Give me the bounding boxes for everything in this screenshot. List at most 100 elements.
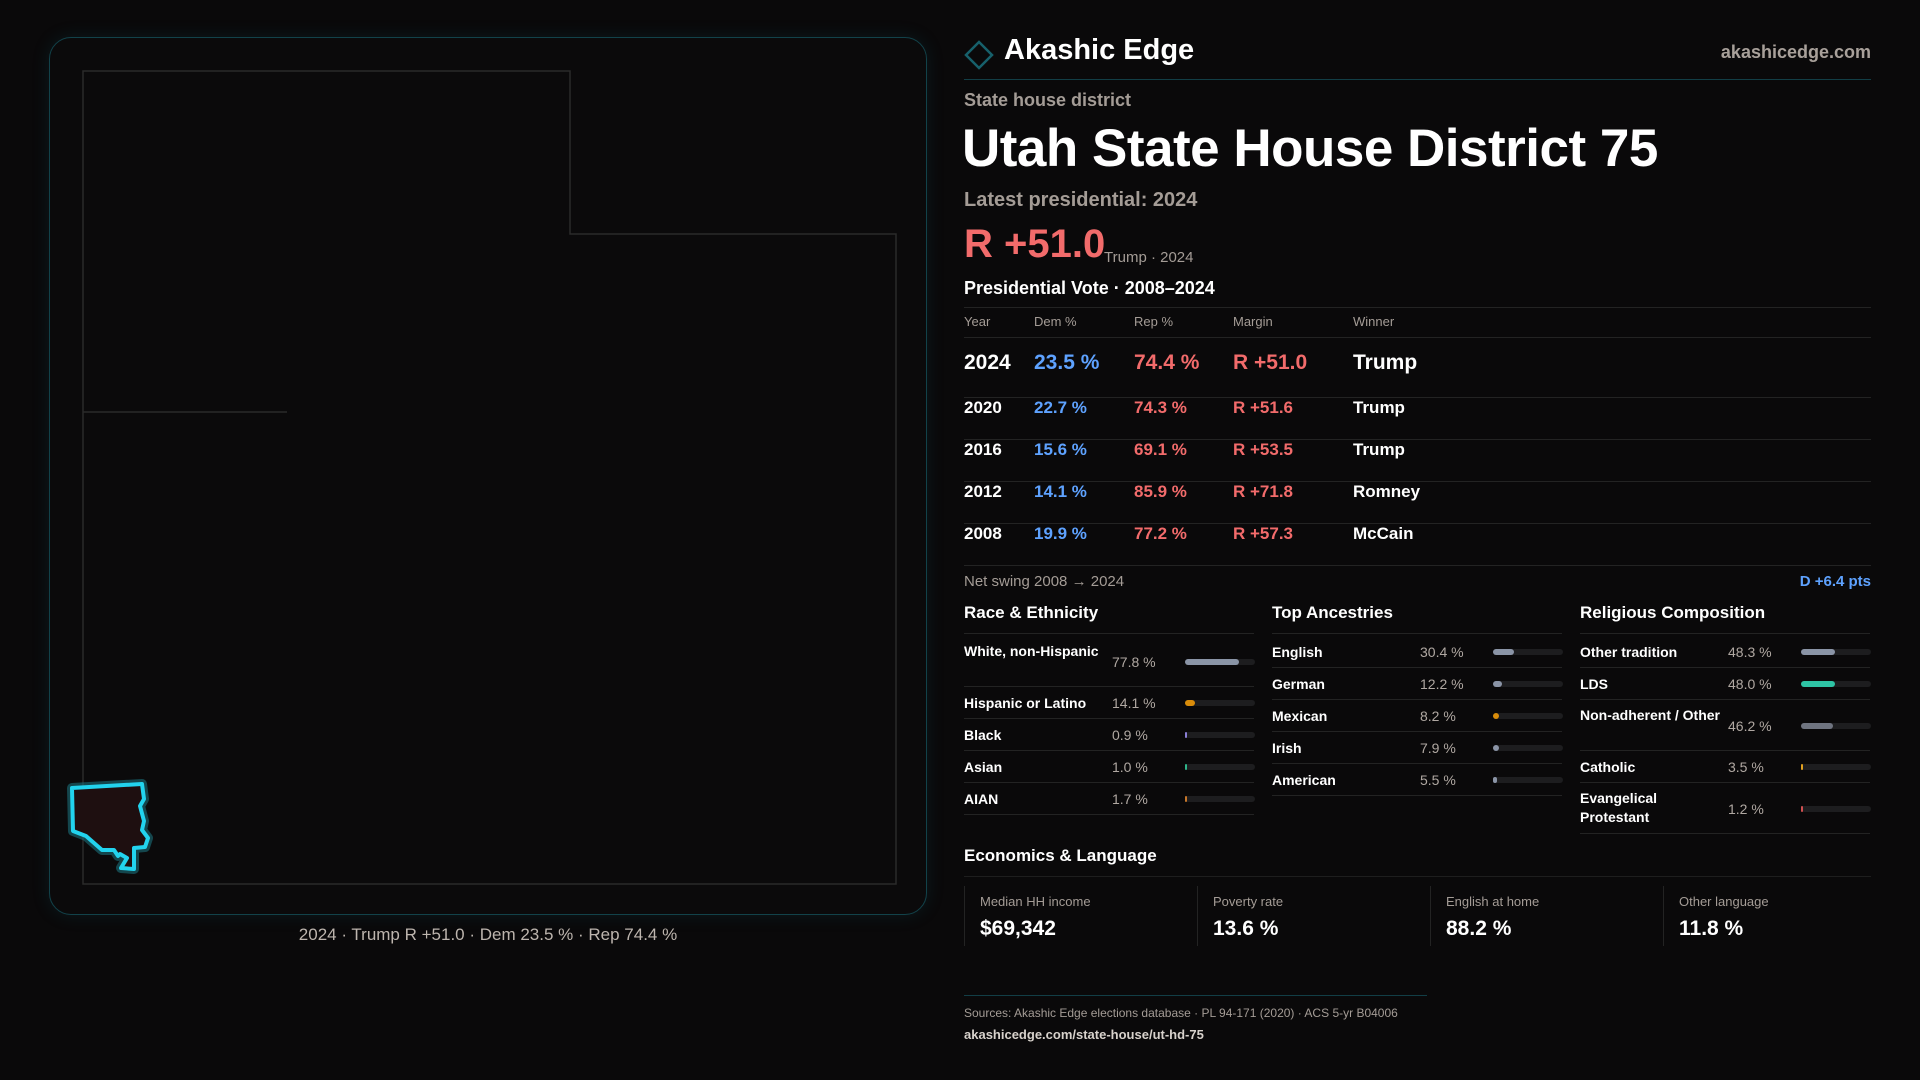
bar-track: [1801, 681, 1871, 687]
column-header: Winner: [1353, 314, 1395, 329]
dem-pct: 22.7 %: [1034, 398, 1087, 417]
year: 2024: [964, 351, 1011, 374]
map-caption: 2024 · Trump R +51.0 · Dem 23.5 % · Rep …: [298, 925, 678, 944]
column-header: Margin: [1233, 314, 1273, 329]
column-header: Dem %: [1034, 314, 1077, 329]
row-label: Hispanic or Latino: [964, 695, 1087, 711]
row-percent: 30.4 %: [1420, 644, 1464, 660]
ancestry-row: English 30.4 %: [1272, 636, 1563, 668]
page-url[interactable]: akashicedge.com/state-house/ut-hd-75: [964, 1027, 1204, 1042]
row-percent: 48.3 %: [1728, 644, 1772, 660]
table-header: Year Dem % Rep % Margin Winner: [964, 314, 1871, 338]
row-label: Other tradition: [1580, 644, 1678, 660]
stat-card: Poverty rate 13.6 %: [1197, 886, 1427, 946]
bar-track: [1801, 649, 1871, 655]
site-link[interactable]: akashicedge.com: [1720, 42, 1871, 62]
stat-label: English at home: [1446, 894, 1540, 909]
margin: R +71.8: [1233, 482, 1294, 501]
bar-fill: [1493, 745, 1499, 751]
religion-row: Catholic 3.5 %: [1580, 751, 1871, 783]
table-row[interactable]: 2020 22.7 % 74.3 % R +51.6 Trump: [964, 398, 1871, 440]
dem-pct: 15.6 %: [1034, 440, 1087, 459]
religion-row: LDS 48.0 %: [1580, 668, 1871, 700]
dem-pct: 19.9 %: [1034, 524, 1087, 543]
margin: R +57.3: [1233, 524, 1294, 543]
row-label: Black: [964, 727, 1002, 743]
year: 2012: [964, 482, 1002, 501]
bar-fill: [1801, 649, 1835, 655]
table-row[interactable]: 2012 14.1 % 85.9 % R +71.8 Romney: [964, 482, 1871, 524]
ancestry-title: Top Ancestries: [1272, 603, 1562, 634]
row-label: Catholic: [1580, 759, 1636, 775]
bar-fill: [1185, 732, 1187, 738]
page-title: Utah State House District 75: [962, 119, 1658, 178]
row-percent: 14.1 %: [1112, 695, 1156, 711]
brand-header: Akashic Edge akashicedge.com: [964, 30, 1871, 80]
brand-name: Akashic Edge: [1004, 34, 1195, 66]
row-label: English: [1272, 644, 1323, 660]
sources: Sources: Akashic Edge elections database…: [964, 1006, 1398, 1020]
bar-track: [1493, 649, 1563, 655]
winner: Romney: [1353, 482, 1421, 501]
row-label: Mexican: [1272, 708, 1328, 724]
row-label: White, non-Hispanic: [964, 643, 1099, 659]
stat-value: 13.6 %: [1213, 917, 1279, 940]
row-percent: 1.2 %: [1728, 800, 1764, 817]
row-label: German: [1272, 676, 1325, 692]
religion-title: Religious Composition: [1580, 603, 1870, 634]
ancestry-row: Irish 7.9 %: [1272, 732, 1563, 764]
bar-fill: [1801, 722, 1834, 729]
district-kind: State house district: [964, 90, 1132, 110]
bar-track: [1185, 764, 1255, 770]
table-row[interactable]: 2016 15.6 % 69.1 % R +53.5 Trump: [964, 440, 1871, 482]
table-row[interactable]: 2024 23.5 % 74.4 % R +51.0 Trump: [964, 348, 1871, 398]
bar-track: [1185, 658, 1255, 665]
bar-fill: [1493, 713, 1499, 719]
bar-track: [1801, 764, 1871, 770]
stat-value: $69,342: [980, 917, 1056, 940]
row-percent: 8.2 %: [1420, 708, 1456, 724]
bar-track: [1185, 796, 1255, 802]
diamond-icon: [964, 40, 994, 70]
winner: Trump: [1353, 351, 1418, 374]
margin: R +51.6: [1233, 398, 1294, 417]
column-header: Rep %: [1134, 314, 1174, 329]
dem-pct: 14.1 %: [1034, 482, 1087, 501]
margin: R +51.0: [1233, 351, 1308, 374]
district-map[interactable]: [50, 38, 928, 916]
row-percent: 1.0 %: [1112, 759, 1148, 775]
stat-card: English at home 88.2 %: [1430, 886, 1660, 946]
religion-row: Non-adherent / Other 46.2 %: [1580, 700, 1871, 751]
row-label: American: [1272, 772, 1336, 788]
margin: R +53.5: [1233, 440, 1294, 459]
vote-title: Presidential Vote · 2008–2024: [964, 278, 1871, 308]
ancestry-row: American 5.5 %: [1272, 764, 1563, 796]
bar-fill: [1185, 700, 1195, 706]
latest-margin: R +51.0: [964, 222, 1106, 266]
row-percent: 5.5 %: [1420, 772, 1456, 788]
race-row: White, non-Hispanic 77.8 %: [964, 636, 1255, 687]
district-shape[interactable]: [70, 782, 150, 871]
row-percent: 12.2 %: [1420, 676, 1464, 692]
bar-track: [1185, 700, 1255, 706]
map-panel[interactable]: [49, 37, 927, 915]
row-label: Non-adherent / Other: [1580, 707, 1721, 723]
table-row[interactable]: 2008 19.9 % 77.2 % R +57.3 McCain: [964, 524, 1871, 566]
winner: McCain: [1353, 524, 1414, 543]
race-row: AIAN 1.7 %: [964, 783, 1255, 815]
stat-label: Other language: [1679, 894, 1769, 909]
bar-fill: [1801, 681, 1835, 687]
row-percent: 1.7 %: [1112, 791, 1148, 807]
row-label: Evangelical Protestant: [1580, 790, 1658, 825]
state-outline: [82, 70, 897, 885]
row-label: Irish: [1272, 740, 1302, 756]
race-row: Asian 1.0 %: [964, 751, 1255, 783]
bar-track: [1493, 777, 1563, 783]
economics-title: Economics & Language: [964, 846, 1871, 877]
bar-track: [1493, 681, 1563, 687]
bar-track: [1801, 722, 1871, 729]
stat-card: Other language 11.8 %: [1663, 886, 1893, 946]
winner: Trump: [1353, 440, 1405, 459]
bar-fill: [1801, 805, 1803, 812]
year: 2008: [964, 524, 1002, 543]
